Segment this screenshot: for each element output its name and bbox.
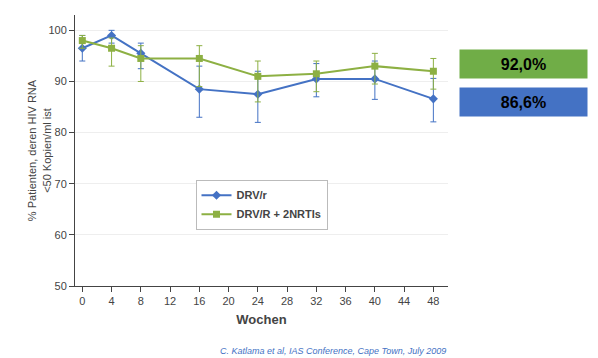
svg-text:92,0%: 92,0% [501, 56, 546, 73]
svg-text:80: 80 [55, 126, 67, 138]
svg-text:0: 0 [79, 295, 85, 307]
svg-text:40: 40 [369, 295, 381, 307]
svg-text:44: 44 [398, 295, 410, 307]
svg-text:60: 60 [55, 229, 67, 241]
svg-text:DRV/r: DRV/r [237, 189, 268, 201]
svg-text:90: 90 [55, 75, 67, 87]
svg-text:36: 36 [339, 295, 351, 307]
svg-text:% Patienten, deren HIV RNA<50: % Patienten, deren HIV RNA<50 Kopien/ml … [26, 79, 52, 221]
svg-text:DRV/R + 2NRTIs: DRV/R + 2NRTIs [237, 208, 321, 220]
svg-text:C. Katlama et al, IAS Conferen: C. Katlama et al, IAS Conference, Cape T… [220, 346, 446, 356]
svg-text:100: 100 [48, 24, 66, 36]
svg-text:50: 50 [55, 280, 67, 292]
svg-text:24: 24 [252, 295, 264, 307]
svg-text:28: 28 [281, 295, 293, 307]
svg-text:16: 16 [193, 295, 205, 307]
svg-text:48: 48 [427, 295, 439, 307]
svg-text:12: 12 [164, 295, 176, 307]
svg-text:32: 32 [310, 295, 322, 307]
svg-text:20: 20 [222, 295, 234, 307]
svg-text:70: 70 [55, 178, 67, 190]
svg-text:8: 8 [138, 295, 144, 307]
svg-text:Wochen: Wochen [236, 312, 286, 327]
svg-text:86,6%: 86,6% [501, 94, 546, 111]
svg-text:4: 4 [109, 295, 115, 307]
